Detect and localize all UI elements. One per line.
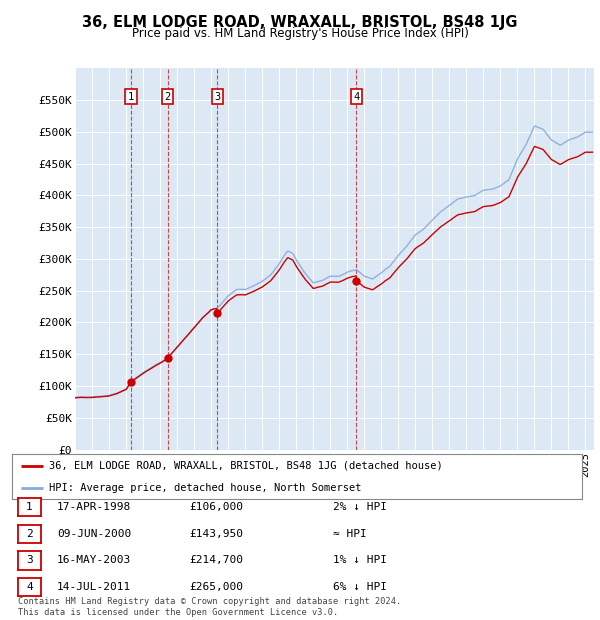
Text: 4: 4 — [353, 92, 359, 102]
Text: 2: 2 — [26, 529, 33, 539]
Text: HPI: Average price, detached house, North Somerset: HPI: Average price, detached house, Nort… — [49, 483, 362, 493]
Text: 3: 3 — [214, 92, 221, 102]
Text: 17-APR-1998: 17-APR-1998 — [57, 502, 131, 512]
Text: 6% ↓ HPI: 6% ↓ HPI — [333, 582, 387, 592]
Text: 3: 3 — [26, 556, 33, 565]
Text: 16-MAY-2003: 16-MAY-2003 — [57, 556, 131, 565]
Text: ≈ HPI: ≈ HPI — [333, 529, 367, 539]
Text: 2% ↓ HPI: 2% ↓ HPI — [333, 502, 387, 512]
Text: 36, ELM LODGE ROAD, WRAXALL, BRISTOL, BS48 1JG (detached house): 36, ELM LODGE ROAD, WRAXALL, BRISTOL, BS… — [49, 461, 443, 471]
Text: 1% ↓ HPI: 1% ↓ HPI — [333, 556, 387, 565]
Text: £106,000: £106,000 — [189, 502, 243, 512]
Text: £265,000: £265,000 — [189, 582, 243, 592]
Text: £214,700: £214,700 — [189, 556, 243, 565]
Text: 1: 1 — [26, 502, 33, 512]
Text: 2: 2 — [164, 92, 170, 102]
Text: 4: 4 — [26, 582, 33, 592]
Text: 09-JUN-2000: 09-JUN-2000 — [57, 529, 131, 539]
Text: 14-JUL-2011: 14-JUL-2011 — [57, 582, 131, 592]
Text: 1: 1 — [128, 92, 134, 102]
Text: £143,950: £143,950 — [189, 529, 243, 539]
Text: Contains HM Land Registry data © Crown copyright and database right 2024.
This d: Contains HM Land Registry data © Crown c… — [18, 598, 401, 617]
Text: 36, ELM LODGE ROAD, WRAXALL, BRISTOL, BS48 1JG: 36, ELM LODGE ROAD, WRAXALL, BRISTOL, BS… — [82, 16, 518, 30]
Text: Price paid vs. HM Land Registry's House Price Index (HPI): Price paid vs. HM Land Registry's House … — [131, 27, 469, 40]
